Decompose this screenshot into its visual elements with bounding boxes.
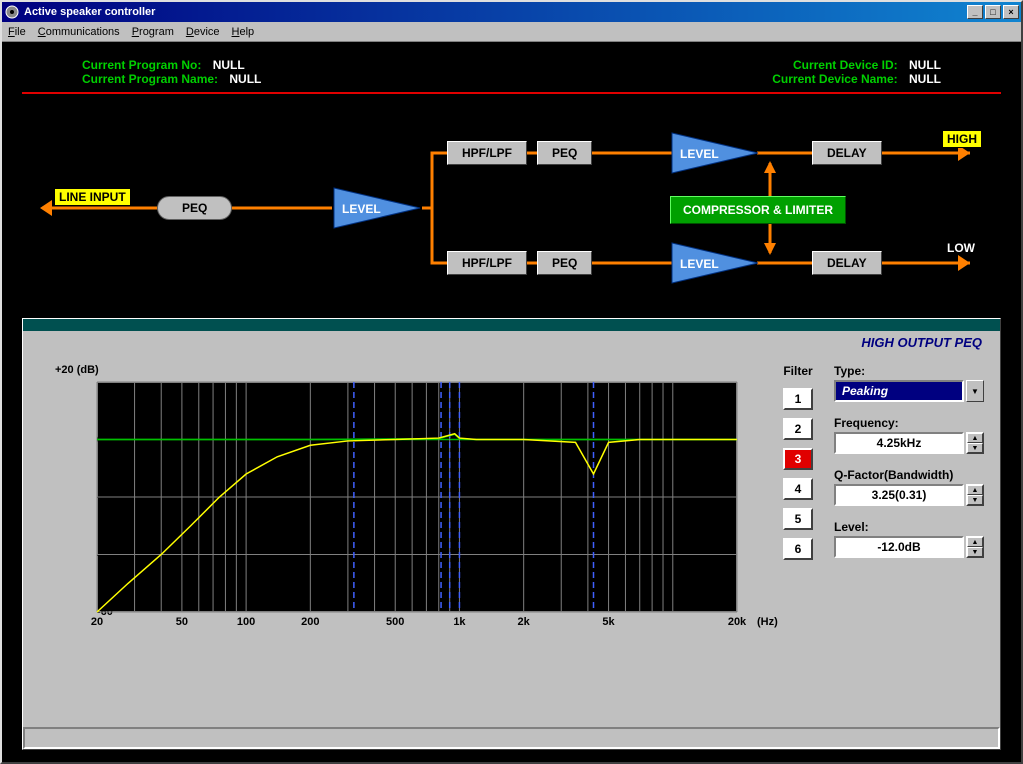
x-tick: 500	[386, 612, 404, 628]
compressor-limiter-block[interactable]: COMPRESSOR & LIMITER	[670, 196, 846, 224]
filter-button-2[interactable]: 2	[783, 418, 813, 440]
svg-text:LEVEL: LEVEL	[680, 257, 719, 271]
delay-low-block[interactable]: DELAY	[812, 251, 882, 275]
status-row-1: Current Program No: NULL Current Device …	[22, 58, 1001, 72]
prog-name-label: Current Program Name:	[82, 72, 218, 86]
content-area: Current Program No: NULL Current Device …	[2, 42, 1021, 762]
maximize-button[interactable]: □	[985, 5, 1001, 19]
separator	[22, 92, 1001, 94]
menubar: File Communications Program Device Help	[2, 22, 1021, 42]
prog-name-value: NULL	[229, 72, 261, 86]
x-tick: 20k	[728, 612, 746, 628]
menu-program[interactable]: Program	[132, 26, 174, 38]
q-input[interactable]: 3.25(0.31)	[834, 484, 964, 506]
level-triangle-low[interactable]: LEVEL	[670, 241, 760, 285]
high-output-label: HIGH	[942, 130, 982, 148]
line-input-label: LINE INPUT	[54, 188, 131, 206]
x-tick: 200	[301, 612, 319, 628]
menu-file[interactable]: File	[8, 26, 26, 38]
filter-button-3[interactable]: 3	[783, 448, 813, 470]
status-bar	[23, 727, 1000, 749]
x-tick: 5k	[602, 612, 614, 628]
q-spinner[interactable]: ▲▼	[966, 484, 984, 506]
panel-body: +20 (dB) 0-20-40-6020501002005001k2k5k20…	[23, 354, 1000, 717]
type-dropdown-button[interactable]: ▼	[966, 380, 984, 402]
window-title: Active speaker controller	[24, 6, 967, 18]
menu-device[interactable]: Device	[186, 26, 220, 38]
type-label: Type:	[834, 364, 984, 378]
close-button[interactable]: ×	[1003, 5, 1019, 19]
freq-label: Frequency:	[834, 416, 984, 430]
freq-input[interactable]: 4.25kHz	[834, 432, 964, 454]
menu-help[interactable]: Help	[232, 26, 255, 38]
freq-spinner[interactable]: ▲▼	[966, 432, 984, 454]
signal-diagram: LINE INPUT PEQ LEVEL HPF/LPF PEQ HPF/LPF…	[22, 108, 1001, 298]
level-input[interactable]: -12.0dB	[834, 536, 964, 558]
x-unit-label: (Hz)	[757, 612, 778, 628]
panel-title: HIGH OUTPUT PEQ	[23, 331, 1000, 354]
status-row-2: Current Program Name: NULL Current Devic…	[22, 72, 1001, 86]
x-tick: 20	[91, 612, 103, 628]
peq-low-block[interactable]: PEQ	[537, 251, 592, 275]
dev-name-value: NULL	[909, 72, 941, 86]
svg-text:LEVEL: LEVEL	[342, 202, 381, 216]
titlebar: Active speaker controller _ □ ×	[2, 2, 1021, 22]
app-window: Active speaker controller _ □ × File Com…	[0, 0, 1023, 764]
eq-chart[interactable]: 0-20-40-6020501002005001k2k5k20k(Hz)	[39, 364, 762, 709]
low-output-label: LOW	[947, 241, 975, 255]
svg-text:LEVEL: LEVEL	[680, 147, 719, 161]
hpf-lpf-high-block[interactable]: HPF/LPF	[447, 141, 527, 165]
peq-high-block[interactable]: PEQ	[537, 141, 592, 165]
filter-button-6[interactable]: 6	[783, 538, 813, 560]
filter-header: Filter	[783, 364, 812, 378]
x-tick: 2k	[518, 612, 530, 628]
prog-no-value: NULL	[213, 58, 245, 72]
dev-id-label: Current Device ID:	[793, 58, 898, 72]
delay-high-block[interactable]: DELAY	[812, 141, 882, 165]
x-tick: 1k	[453, 612, 465, 628]
level-triangle-input[interactable]: LEVEL	[332, 186, 422, 230]
filter-button-4[interactable]: 4	[783, 478, 813, 500]
filter-button-5[interactable]: 5	[783, 508, 813, 530]
q-label: Q-Factor(Bandwidth)	[834, 468, 984, 482]
dev-id-value: NULL	[909, 58, 941, 72]
level-spinner[interactable]: ▲▼	[966, 536, 984, 558]
hpf-lpf-low-block[interactable]: HPF/LPF	[447, 251, 527, 275]
params-column: Type: Peaking ▼ Frequency: 4.25kHz ▲▼	[834, 364, 984, 709]
peq-panel: HIGH OUTPUT PEQ +20 (dB) 0-20-40-6020501…	[22, 318, 1001, 750]
level-triangle-high[interactable]: LEVEL	[670, 131, 760, 175]
prog-no-label: Current Program No:	[82, 58, 201, 72]
chart-area: +20 (dB) 0-20-40-6020501002005001k2k5k20…	[39, 364, 762, 709]
dev-name-label: Current Device Name:	[772, 72, 897, 86]
x-tick: 50	[176, 612, 188, 628]
menu-communications[interactable]: Communications	[38, 26, 120, 38]
x-tick: 100	[237, 612, 255, 628]
input-peq-block[interactable]: PEQ	[157, 196, 232, 220]
filter-button-1[interactable]: 1	[783, 388, 813, 410]
filter-column: Filter 1 2 3 4 5 6	[774, 364, 822, 709]
panel-header-bar	[23, 319, 1000, 331]
type-select[interactable]: Peaking	[834, 380, 964, 402]
app-icon	[4, 4, 20, 20]
minimize-button[interactable]: _	[967, 5, 983, 19]
level-label: Level:	[834, 520, 984, 534]
